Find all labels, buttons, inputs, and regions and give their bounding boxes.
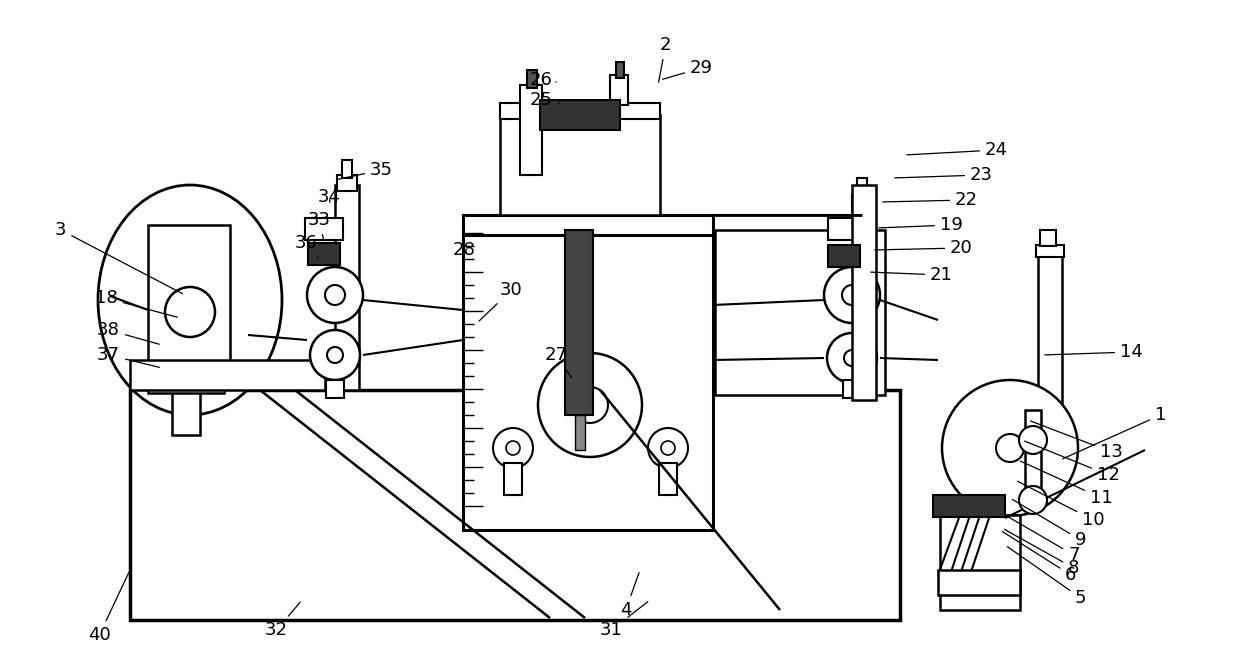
Circle shape bbox=[494, 428, 533, 468]
Text: 8: 8 bbox=[1004, 529, 1079, 577]
Circle shape bbox=[1019, 426, 1047, 454]
Text: 18: 18 bbox=[95, 289, 177, 317]
Text: 4: 4 bbox=[620, 573, 639, 619]
Bar bbox=[1035, 245, 1064, 257]
Text: 27: 27 bbox=[546, 346, 572, 378]
Circle shape bbox=[661, 441, 675, 455]
Bar bbox=[337, 175, 357, 191]
Text: 1: 1 bbox=[1063, 406, 1167, 459]
Bar bbox=[932, 495, 1004, 517]
Circle shape bbox=[308, 267, 363, 323]
Text: 26: 26 bbox=[529, 71, 556, 89]
Text: 3: 3 bbox=[55, 221, 182, 294]
Text: 37: 37 bbox=[97, 346, 159, 368]
Text: 31: 31 bbox=[600, 601, 647, 639]
Bar bbox=[575, 415, 585, 450]
Circle shape bbox=[1019, 486, 1047, 514]
Bar bbox=[1040, 230, 1056, 246]
Ellipse shape bbox=[98, 185, 281, 415]
Text: 40: 40 bbox=[88, 573, 129, 644]
Text: 12: 12 bbox=[1024, 441, 1120, 484]
Circle shape bbox=[844, 350, 861, 366]
Bar bbox=[500, 103, 660, 119]
Bar bbox=[940, 515, 1021, 610]
Bar bbox=[500, 115, 660, 215]
Text: 22: 22 bbox=[883, 191, 978, 209]
Text: 7: 7 bbox=[1007, 516, 1080, 564]
Bar bbox=[715, 230, 885, 395]
Circle shape bbox=[996, 434, 1024, 462]
Bar bbox=[520, 85, 542, 175]
Circle shape bbox=[825, 267, 880, 323]
Circle shape bbox=[310, 330, 360, 380]
Text: 25: 25 bbox=[529, 91, 560, 109]
Circle shape bbox=[538, 353, 642, 457]
Bar bbox=[610, 75, 627, 105]
Bar bbox=[172, 385, 200, 435]
Bar bbox=[616, 62, 624, 78]
Bar bbox=[843, 380, 861, 398]
Circle shape bbox=[325, 285, 345, 305]
Text: 38: 38 bbox=[97, 321, 159, 344]
Bar bbox=[503, 463, 522, 495]
Bar bbox=[335, 185, 360, 390]
Bar bbox=[463, 215, 713, 235]
Circle shape bbox=[572, 387, 608, 423]
Text: 36: 36 bbox=[295, 234, 317, 258]
Text: 5: 5 bbox=[1007, 547, 1086, 607]
Text: 20: 20 bbox=[874, 239, 972, 257]
Bar bbox=[463, 230, 713, 530]
Bar bbox=[305, 218, 343, 240]
Text: 28: 28 bbox=[453, 241, 476, 292]
Bar bbox=[565, 230, 593, 415]
Bar bbox=[852, 185, 875, 400]
Bar bbox=[326, 380, 343, 398]
Circle shape bbox=[506, 441, 520, 455]
Text: 14: 14 bbox=[1045, 343, 1143, 361]
Text: 19: 19 bbox=[879, 216, 963, 234]
Text: 11: 11 bbox=[1021, 461, 1112, 507]
Bar bbox=[937, 570, 1021, 595]
Text: 10: 10 bbox=[1018, 482, 1105, 529]
Text: 13: 13 bbox=[1030, 421, 1123, 461]
Circle shape bbox=[842, 285, 862, 305]
Text: 34: 34 bbox=[317, 188, 341, 206]
Circle shape bbox=[649, 428, 688, 468]
Bar bbox=[130, 360, 325, 390]
Bar bbox=[527, 70, 537, 88]
Text: 2: 2 bbox=[658, 36, 672, 83]
Text: 29: 29 bbox=[662, 59, 713, 79]
Circle shape bbox=[327, 347, 343, 363]
Text: 24: 24 bbox=[906, 141, 1008, 159]
Bar bbox=[1038, 250, 1061, 420]
Bar bbox=[130, 390, 900, 620]
Bar bbox=[308, 243, 340, 265]
Bar bbox=[857, 178, 867, 196]
Bar bbox=[148, 225, 229, 385]
Text: 30: 30 bbox=[479, 281, 523, 321]
Text: 6: 6 bbox=[1002, 531, 1076, 584]
Bar bbox=[1025, 410, 1042, 505]
Text: 35: 35 bbox=[337, 161, 393, 179]
Text: 32: 32 bbox=[265, 602, 300, 639]
Circle shape bbox=[827, 333, 877, 383]
Bar bbox=[148, 375, 224, 393]
Text: 21: 21 bbox=[870, 266, 952, 284]
Bar bbox=[658, 463, 677, 495]
Text: 33: 33 bbox=[308, 211, 331, 239]
Bar bbox=[342, 160, 352, 178]
Bar bbox=[828, 245, 861, 267]
Circle shape bbox=[165, 287, 215, 337]
Text: 9: 9 bbox=[1012, 500, 1086, 549]
Bar bbox=[828, 218, 866, 240]
Circle shape bbox=[942, 380, 1078, 516]
Text: 23: 23 bbox=[895, 166, 993, 184]
Bar bbox=[852, 195, 872, 211]
Bar bbox=[539, 100, 620, 130]
